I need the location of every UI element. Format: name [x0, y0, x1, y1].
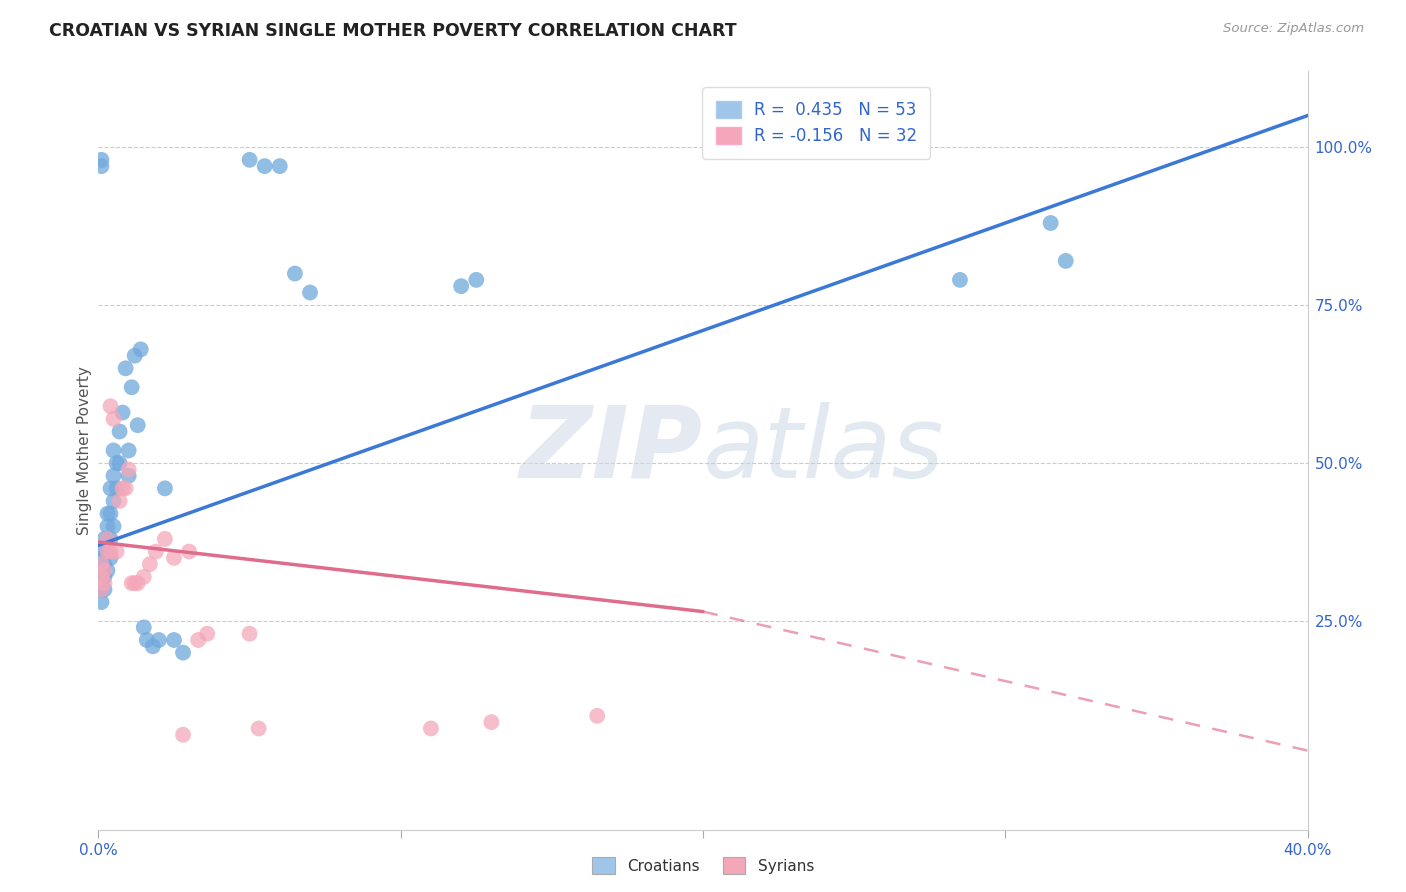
- Point: [93, 544, 115, 558]
- Point: [127, 418, 149, 433]
- Point: [96, 519, 118, 533]
- Text: ZIP: ZIP: [520, 402, 703, 499]
- Point: [90, 557, 112, 572]
- Point: [135, 633, 157, 648]
- Point: [118, 462, 141, 476]
- Point: [93, 564, 115, 578]
- Point: [90, 570, 112, 584]
- Point: [179, 544, 201, 558]
- Point: [93, 557, 115, 572]
- Point: [124, 349, 146, 363]
- Point: [284, 267, 307, 281]
- Point: [90, 582, 112, 597]
- Text: CROATIAN VS SYRIAN SINGLE MOTHER POVERTY CORRELATION CHART: CROATIAN VS SYRIAN SINGLE MOTHER POVERTY…: [49, 22, 737, 40]
- Point: [299, 285, 322, 300]
- Point: [93, 532, 115, 546]
- Point: [172, 646, 194, 660]
- Point: [96, 532, 118, 546]
- Point: [163, 633, 186, 648]
- Legend: Croatians, Syrians: Croatians, Syrians: [586, 851, 820, 880]
- Point: [121, 576, 143, 591]
- Point: [239, 153, 262, 167]
- Point: [105, 482, 128, 496]
- Point: [450, 279, 472, 293]
- Point: [269, 159, 291, 173]
- Point: [253, 159, 276, 173]
- Legend: R =  0.435   N = 53, R = -0.156   N = 32: R = 0.435 N = 53, R = -0.156 N = 32: [703, 87, 931, 159]
- Point: [1039, 216, 1062, 230]
- Point: [103, 468, 125, 483]
- Point: [124, 576, 146, 591]
- Point: [129, 343, 152, 357]
- Point: [163, 550, 186, 565]
- Point: [90, 159, 112, 173]
- Point: [108, 494, 131, 508]
- Point: [481, 715, 503, 730]
- Point: [153, 482, 176, 496]
- Point: [105, 544, 128, 558]
- Point: [93, 570, 115, 584]
- Point: [195, 626, 218, 640]
- Point: [93, 582, 115, 597]
- Point: [108, 456, 131, 470]
- Point: [90, 595, 112, 609]
- Point: [90, 570, 112, 584]
- Point: [96, 544, 118, 558]
- Point: [96, 564, 118, 578]
- Point: [103, 494, 125, 508]
- Text: Source: ZipAtlas.com: Source: ZipAtlas.com: [1223, 22, 1364, 36]
- Point: [100, 507, 122, 521]
- Point: [148, 633, 170, 648]
- Point: [132, 570, 155, 584]
- Point: [100, 532, 122, 546]
- Point: [100, 399, 122, 413]
- Point: [96, 507, 118, 521]
- Point: [90, 153, 112, 167]
- Point: [247, 722, 270, 736]
- Y-axis label: Single Mother Poverty: Single Mother Poverty: [77, 366, 91, 535]
- Point: [96, 544, 118, 558]
- Point: [465, 273, 488, 287]
- Point: [127, 576, 149, 591]
- Point: [100, 544, 122, 558]
- Point: [239, 626, 262, 640]
- Point: [118, 468, 141, 483]
- Point: [187, 633, 209, 648]
- Point: [121, 380, 143, 394]
- Point: [153, 532, 176, 546]
- Point: [105, 456, 128, 470]
- Point: [949, 273, 972, 287]
- Point: [139, 557, 162, 572]
- Point: [103, 519, 125, 533]
- Point: [93, 576, 115, 591]
- Point: [90, 582, 112, 597]
- Point: [172, 728, 194, 742]
- Point: [108, 425, 131, 439]
- Point: [586, 708, 609, 723]
- Point: [118, 443, 141, 458]
- Point: [100, 482, 122, 496]
- Point: [103, 443, 125, 458]
- Point: [114, 482, 136, 496]
- Point: [114, 361, 136, 376]
- Point: [100, 550, 122, 565]
- Point: [96, 532, 118, 546]
- Point: [103, 412, 125, 426]
- Point: [132, 620, 155, 634]
- Point: [1054, 254, 1077, 268]
- Point: [111, 406, 134, 420]
- Point: [142, 640, 165, 654]
- Point: [145, 544, 167, 558]
- Point: [420, 722, 443, 736]
- Text: atlas: atlas: [703, 402, 945, 499]
- Point: [111, 482, 134, 496]
- Point: [90, 550, 112, 565]
